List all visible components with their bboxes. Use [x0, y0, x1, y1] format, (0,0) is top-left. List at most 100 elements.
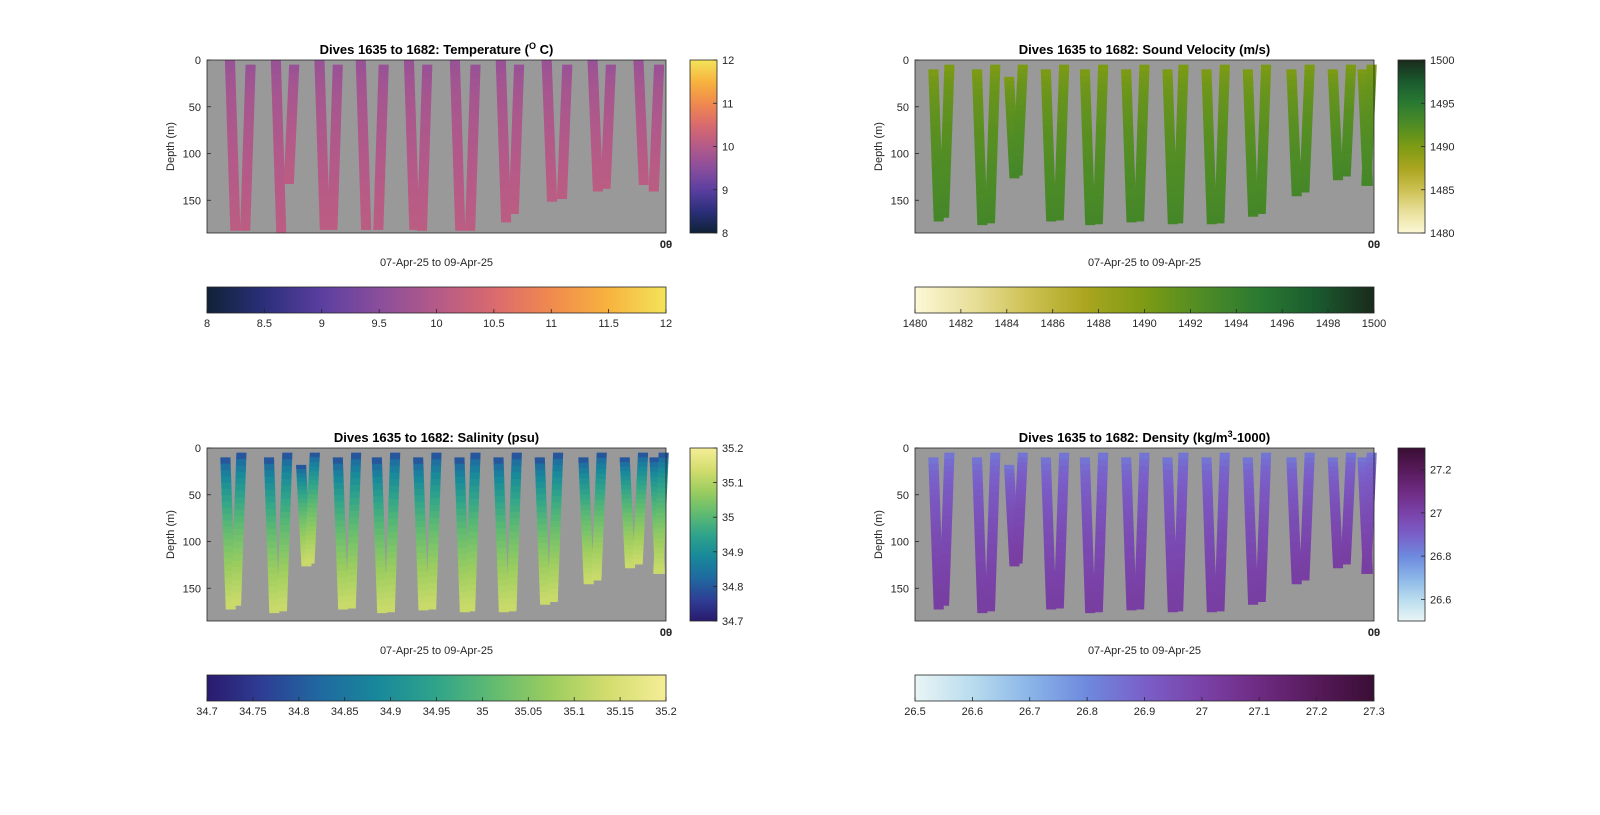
profile-cell — [1080, 470, 1091, 478]
profile-cell — [653, 75, 664, 82]
profile-cell — [373, 502, 384, 510]
profile-cell — [1042, 495, 1053, 503]
profile-cell — [421, 92, 432, 100]
profile-cell — [1218, 84, 1230, 92]
profile-cell — [388, 505, 399, 513]
chart-title: Dives 1635 to 1682: Density (kg/m3-1000) — [1019, 429, 1270, 445]
profile-cell — [1006, 123, 1017, 128]
profile-cell — [942, 503, 953, 511]
profile-cell — [1006, 114, 1017, 120]
profile-cell — [988, 485, 1000, 493]
profile-cell — [1217, 505, 1229, 513]
chart-panel-2: Dives 1635 to 1682: Salinity (psu)050100… — [165, 430, 743, 718]
profile-cell — [334, 514, 346, 522]
profile-cell — [1287, 95, 1298, 102]
y-tick-label: 50 — [189, 102, 201, 114]
profile-cell — [621, 494, 632, 500]
profile-bar — [1299, 64, 1315, 193]
profile-cell — [1206, 598, 1217, 606]
profile-cell — [944, 452, 955, 460]
profile-cell — [559, 120, 571, 127]
profile-cell — [1084, 198, 1095, 206]
profile-cell — [498, 592, 509, 600]
profile-cell — [600, 172, 612, 179]
profile-cell — [1134, 194, 1146, 202]
profile-cell — [507, 577, 518, 585]
profile-cell — [234, 509, 245, 517]
profile-cell — [387, 518, 398, 527]
profile-cell — [227, 138, 238, 146]
profile-cell — [1288, 127, 1300, 134]
profile-cell — [508, 538, 519, 546]
profile-cell — [551, 489, 562, 497]
profile-cell — [976, 205, 987, 213]
profile-cell — [931, 170, 943, 178]
profile-cell — [1084, 599, 1096, 607]
profile-cell — [941, 140, 952, 148]
profile-cell — [220, 469, 232, 477]
profile-cell — [590, 141, 602, 148]
profile-cell — [1328, 87, 1339, 93]
profile-cell — [972, 75, 983, 83]
profile-cell — [1357, 79, 1369, 85]
profile-cell — [1289, 142, 1300, 149]
profile-cell — [579, 473, 590, 479]
profile-cell — [989, 465, 1000, 474]
profile-cell — [1287, 478, 1298, 485]
profile-cell — [1058, 452, 1070, 460]
y-tick-label: 150 — [891, 195, 909, 207]
profile-cell — [1361, 165, 1373, 171]
profile-cell — [1041, 476, 1052, 484]
profile-cell — [986, 163, 997, 171]
profile-cell — [1330, 124, 1341, 130]
profile-cell — [1058, 478, 1069, 486]
profile-cell — [1056, 122, 1068, 130]
profile-cell — [498, 598, 509, 606]
profile-cell — [407, 165, 418, 174]
profile-cell — [375, 153, 386, 162]
profile-cell — [276, 604, 288, 612]
colorbar-tick-label: 1495 — [1430, 98, 1454, 110]
profile-cell — [335, 533, 346, 541]
profile-cell — [1045, 195, 1056, 203]
profile-cell — [549, 539, 561, 547]
profile-cell — [450, 88, 462, 97]
profile-cell — [1173, 189, 1185, 197]
y-tick-label: 50 — [189, 490, 201, 502]
profile-cell — [1174, 551, 1186, 559]
profile-cell — [284, 158, 295, 165]
profile-cell — [345, 594, 357, 603]
profile-cell — [1345, 69, 1356, 75]
colorbar-h-tick-label: 1486 — [1040, 318, 1064, 330]
profile-cell — [1341, 540, 1352, 547]
profile-cell — [335, 526, 346, 534]
profile-cell — [1332, 563, 1344, 569]
profile-cell — [286, 129, 297, 135]
profile-cell — [1165, 152, 1176, 160]
profile-cell — [600, 177, 612, 184]
profile-cell — [1054, 194, 1065, 202]
colorbar-h-tick-label: 26.8 — [1076, 706, 1097, 718]
profile-cell — [280, 498, 291, 506]
profile-bar — [1162, 69, 1178, 225]
profile-bar — [276, 452, 293, 612]
profile-cell — [1121, 88, 1133, 96]
profile-cell — [588, 76, 599, 83]
profile-cell — [539, 598, 551, 605]
colorbar-tick-label: 27 — [1430, 508, 1442, 520]
profile-cell — [243, 119, 254, 128]
profile-cell — [1177, 77, 1189, 86]
profile-cell — [1013, 147, 1024, 153]
profile-cell — [429, 504, 440, 512]
profile-cell — [943, 96, 954, 104]
profile-cell — [1004, 93, 1016, 99]
profile-cell — [1138, 478, 1149, 486]
profile-cell — [511, 120, 523, 128]
profile-cell — [331, 98, 342, 107]
profile-cell — [225, 81, 236, 89]
profile-bar — [1040, 457, 1057, 610]
colorbar-h-tick-label: 8.5 — [257, 318, 272, 330]
profile-cell — [1300, 537, 1312, 544]
profile-cell — [1084, 580, 1095, 588]
profile-cell — [1299, 181, 1310, 188]
